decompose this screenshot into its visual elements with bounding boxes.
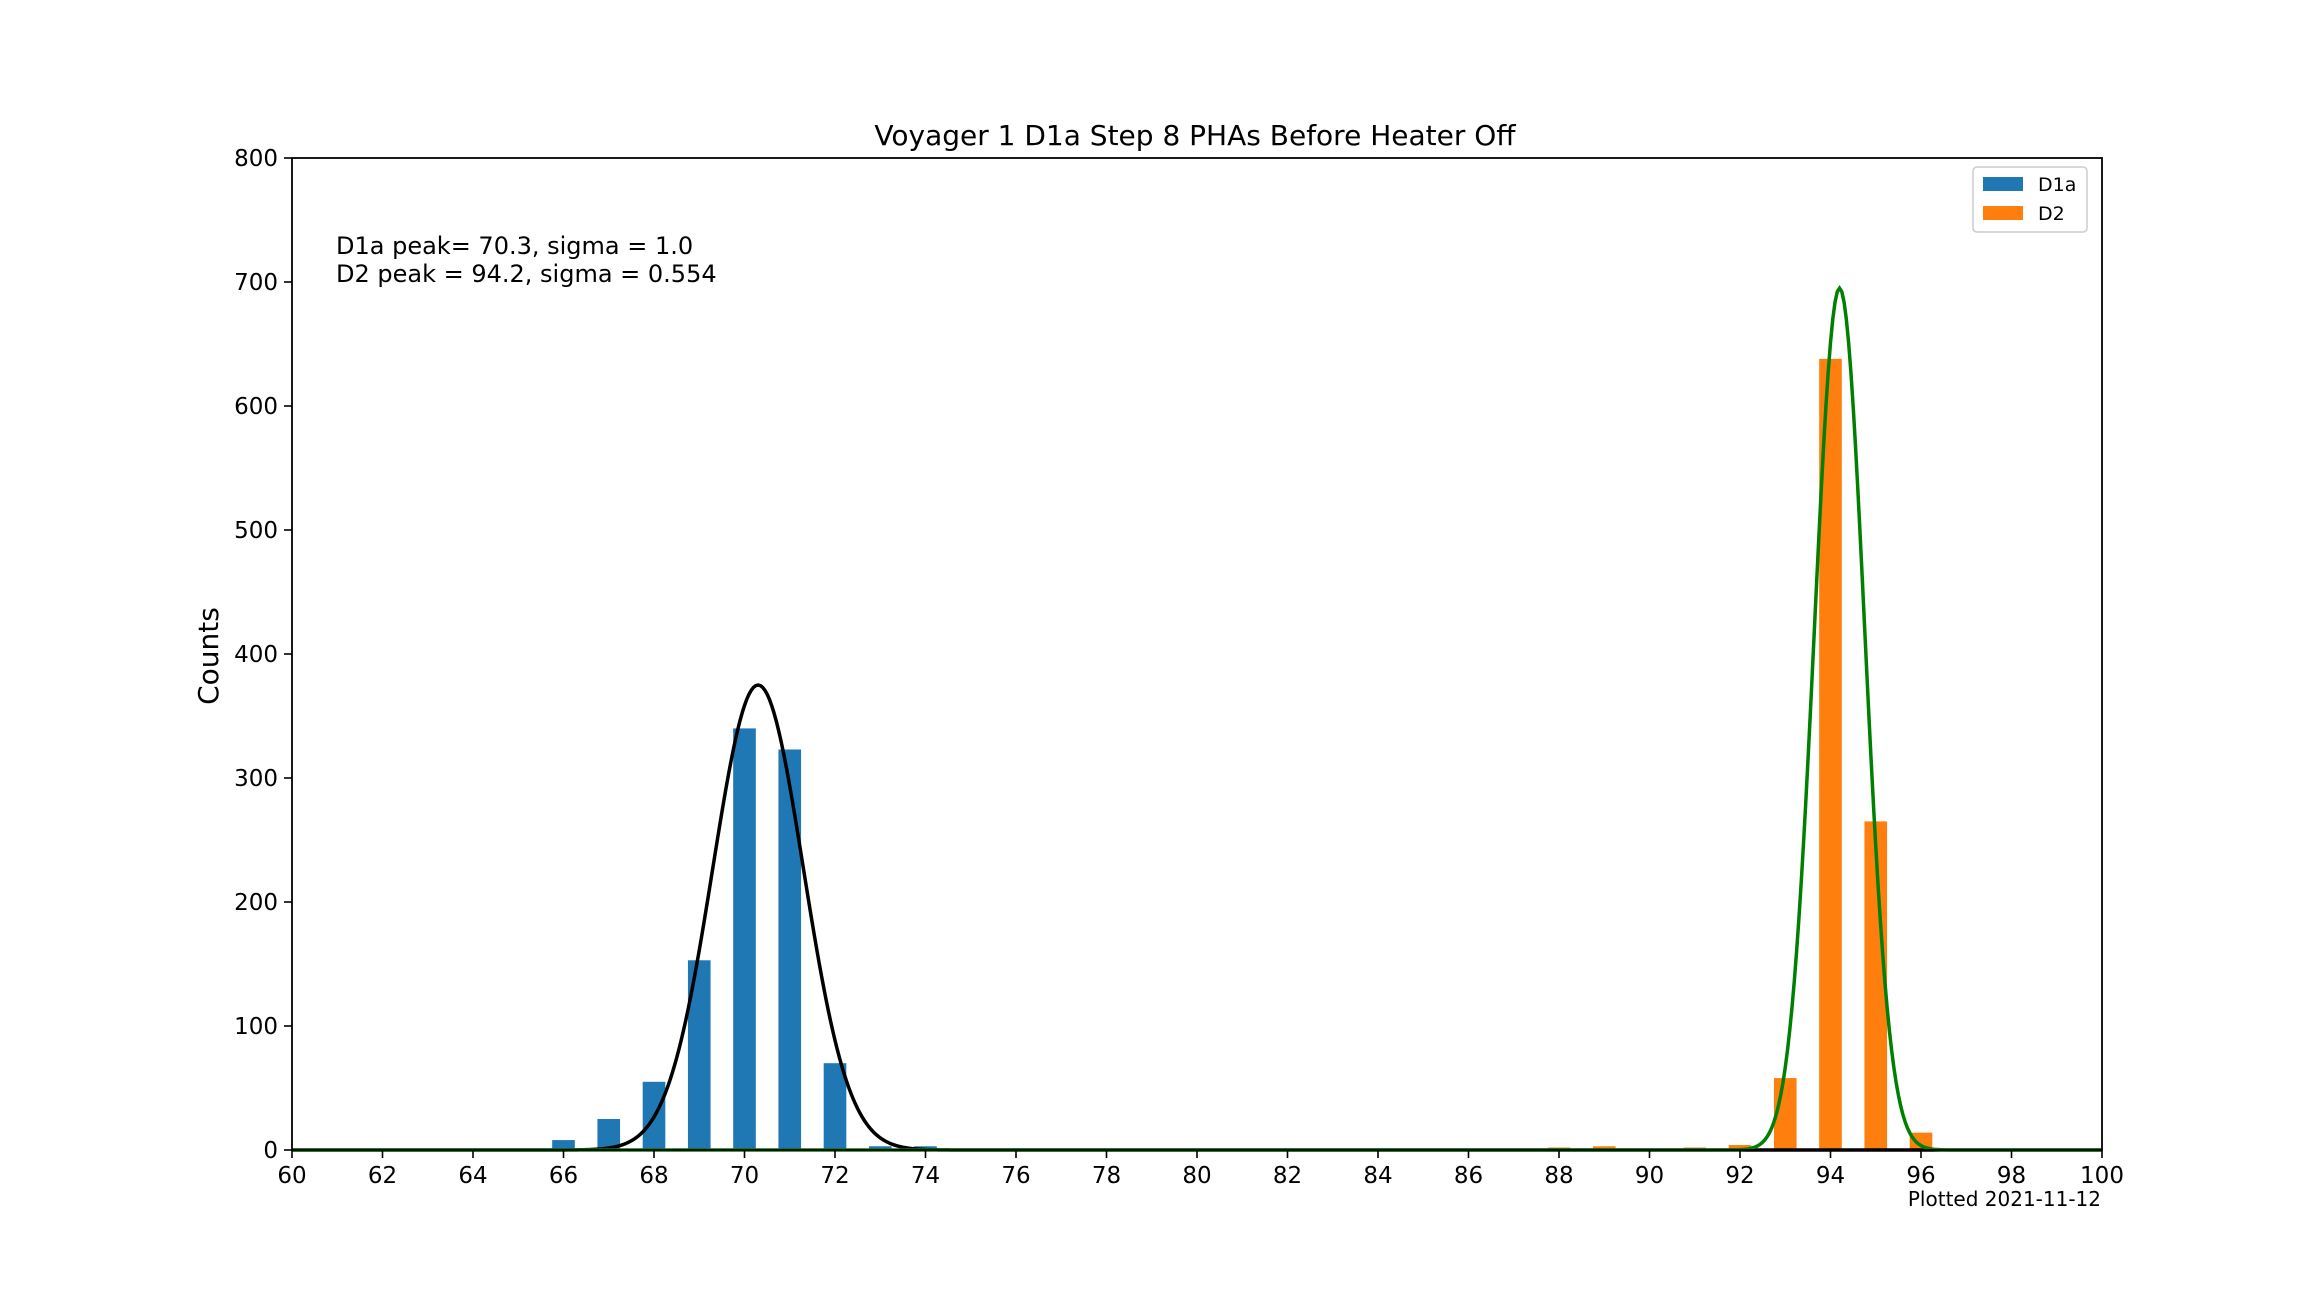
x-tick-label: 76	[1001, 1163, 1030, 1189]
bar-d1a-71	[778, 749, 802, 1150]
x-tick-label: 60	[277, 1163, 306, 1189]
y-tick-label: 500	[234, 518, 278, 544]
x-tick-label: 74	[911, 1163, 940, 1189]
x-tick-label: 72	[820, 1163, 849, 1189]
bar-d1a-72	[823, 1063, 847, 1150]
x-tick-label: 84	[1363, 1163, 1392, 1189]
x-tick-label: 66	[549, 1163, 578, 1189]
x-tick-label: 98	[1997, 1163, 2026, 1189]
y-tick-label: 600	[234, 394, 278, 420]
y-tick-label: 400	[234, 642, 278, 668]
x-tick-label: 64	[458, 1163, 487, 1189]
x-tick-label: 100	[2080, 1163, 2124, 1189]
x-tick-label: 70	[730, 1163, 759, 1189]
bar-d1a-66	[552, 1140, 575, 1150]
bar-d1a-70	[733, 728, 756, 1150]
x-tick-label: 90	[1635, 1163, 1664, 1189]
axes-layer: 60 62 64 66 68 70 72 74 76 78 80 82 84 86 88 90 92 94 96 98…	[234, 146, 2124, 1189]
plotted-date: Plotted 2021-11-12	[1908, 1187, 2101, 1211]
x-tick-label: 94	[1816, 1163, 1845, 1189]
legend-swatch-d1a	[1983, 177, 2023, 191]
x-tick-label: 96	[1906, 1163, 1935, 1189]
legend: D1a D2	[1972, 166, 2088, 233]
y-tick-label: 800	[234, 146, 278, 172]
bars-layer	[552, 358, 1933, 1150]
y-tick-label: 300	[234, 766, 278, 792]
x-tick-label: 86	[1454, 1163, 1483, 1189]
x-tick-label: 68	[639, 1163, 668, 1189]
d2-fit-annotation: D2 peak = 94.2, sigma = 0.554	[336, 260, 717, 288]
bar-d2-94	[1819, 358, 1842, 1150]
y-tick-label: 200	[234, 890, 278, 916]
x-tick-label: 78	[1092, 1163, 1121, 1189]
x-tick-label: 80	[1182, 1163, 1211, 1189]
d1a-fit-annotation: D1a peak= 70.3, sigma = 1.0	[336, 232, 693, 260]
x-tick-label: 88	[1544, 1163, 1573, 1189]
bar-d2-95	[1864, 821, 1888, 1150]
bar-d2-89	[1592, 1146, 1616, 1150]
y-axis-label: Counts	[192, 607, 225, 705]
bar-d2-96	[1909, 1132, 1933, 1150]
x-tick-label: 92	[1725, 1163, 1754, 1189]
y-tick-label: 700	[234, 270, 278, 296]
y-tick-label: 100	[234, 1014, 278, 1040]
bar-d1a-69	[687, 960, 711, 1150]
legend-label-d2: D2	[2038, 203, 2065, 225]
bar-d1a-73	[868, 1146, 892, 1150]
chart-title: Voyager 1 D1a Step 8 PHAs Before Heater …	[874, 119, 1516, 152]
legend-swatch-d2	[1983, 206, 2023, 220]
x-tick-label: 82	[1273, 1163, 1302, 1189]
y-tick-label: 0	[263, 1138, 278, 1164]
legend-label-d1a: D1a	[2038, 174, 2076, 196]
bar-d1a-67	[597, 1119, 621, 1150]
bar-d2-92	[1728, 1145, 1752, 1150]
x-tick-label: 62	[368, 1163, 397, 1189]
